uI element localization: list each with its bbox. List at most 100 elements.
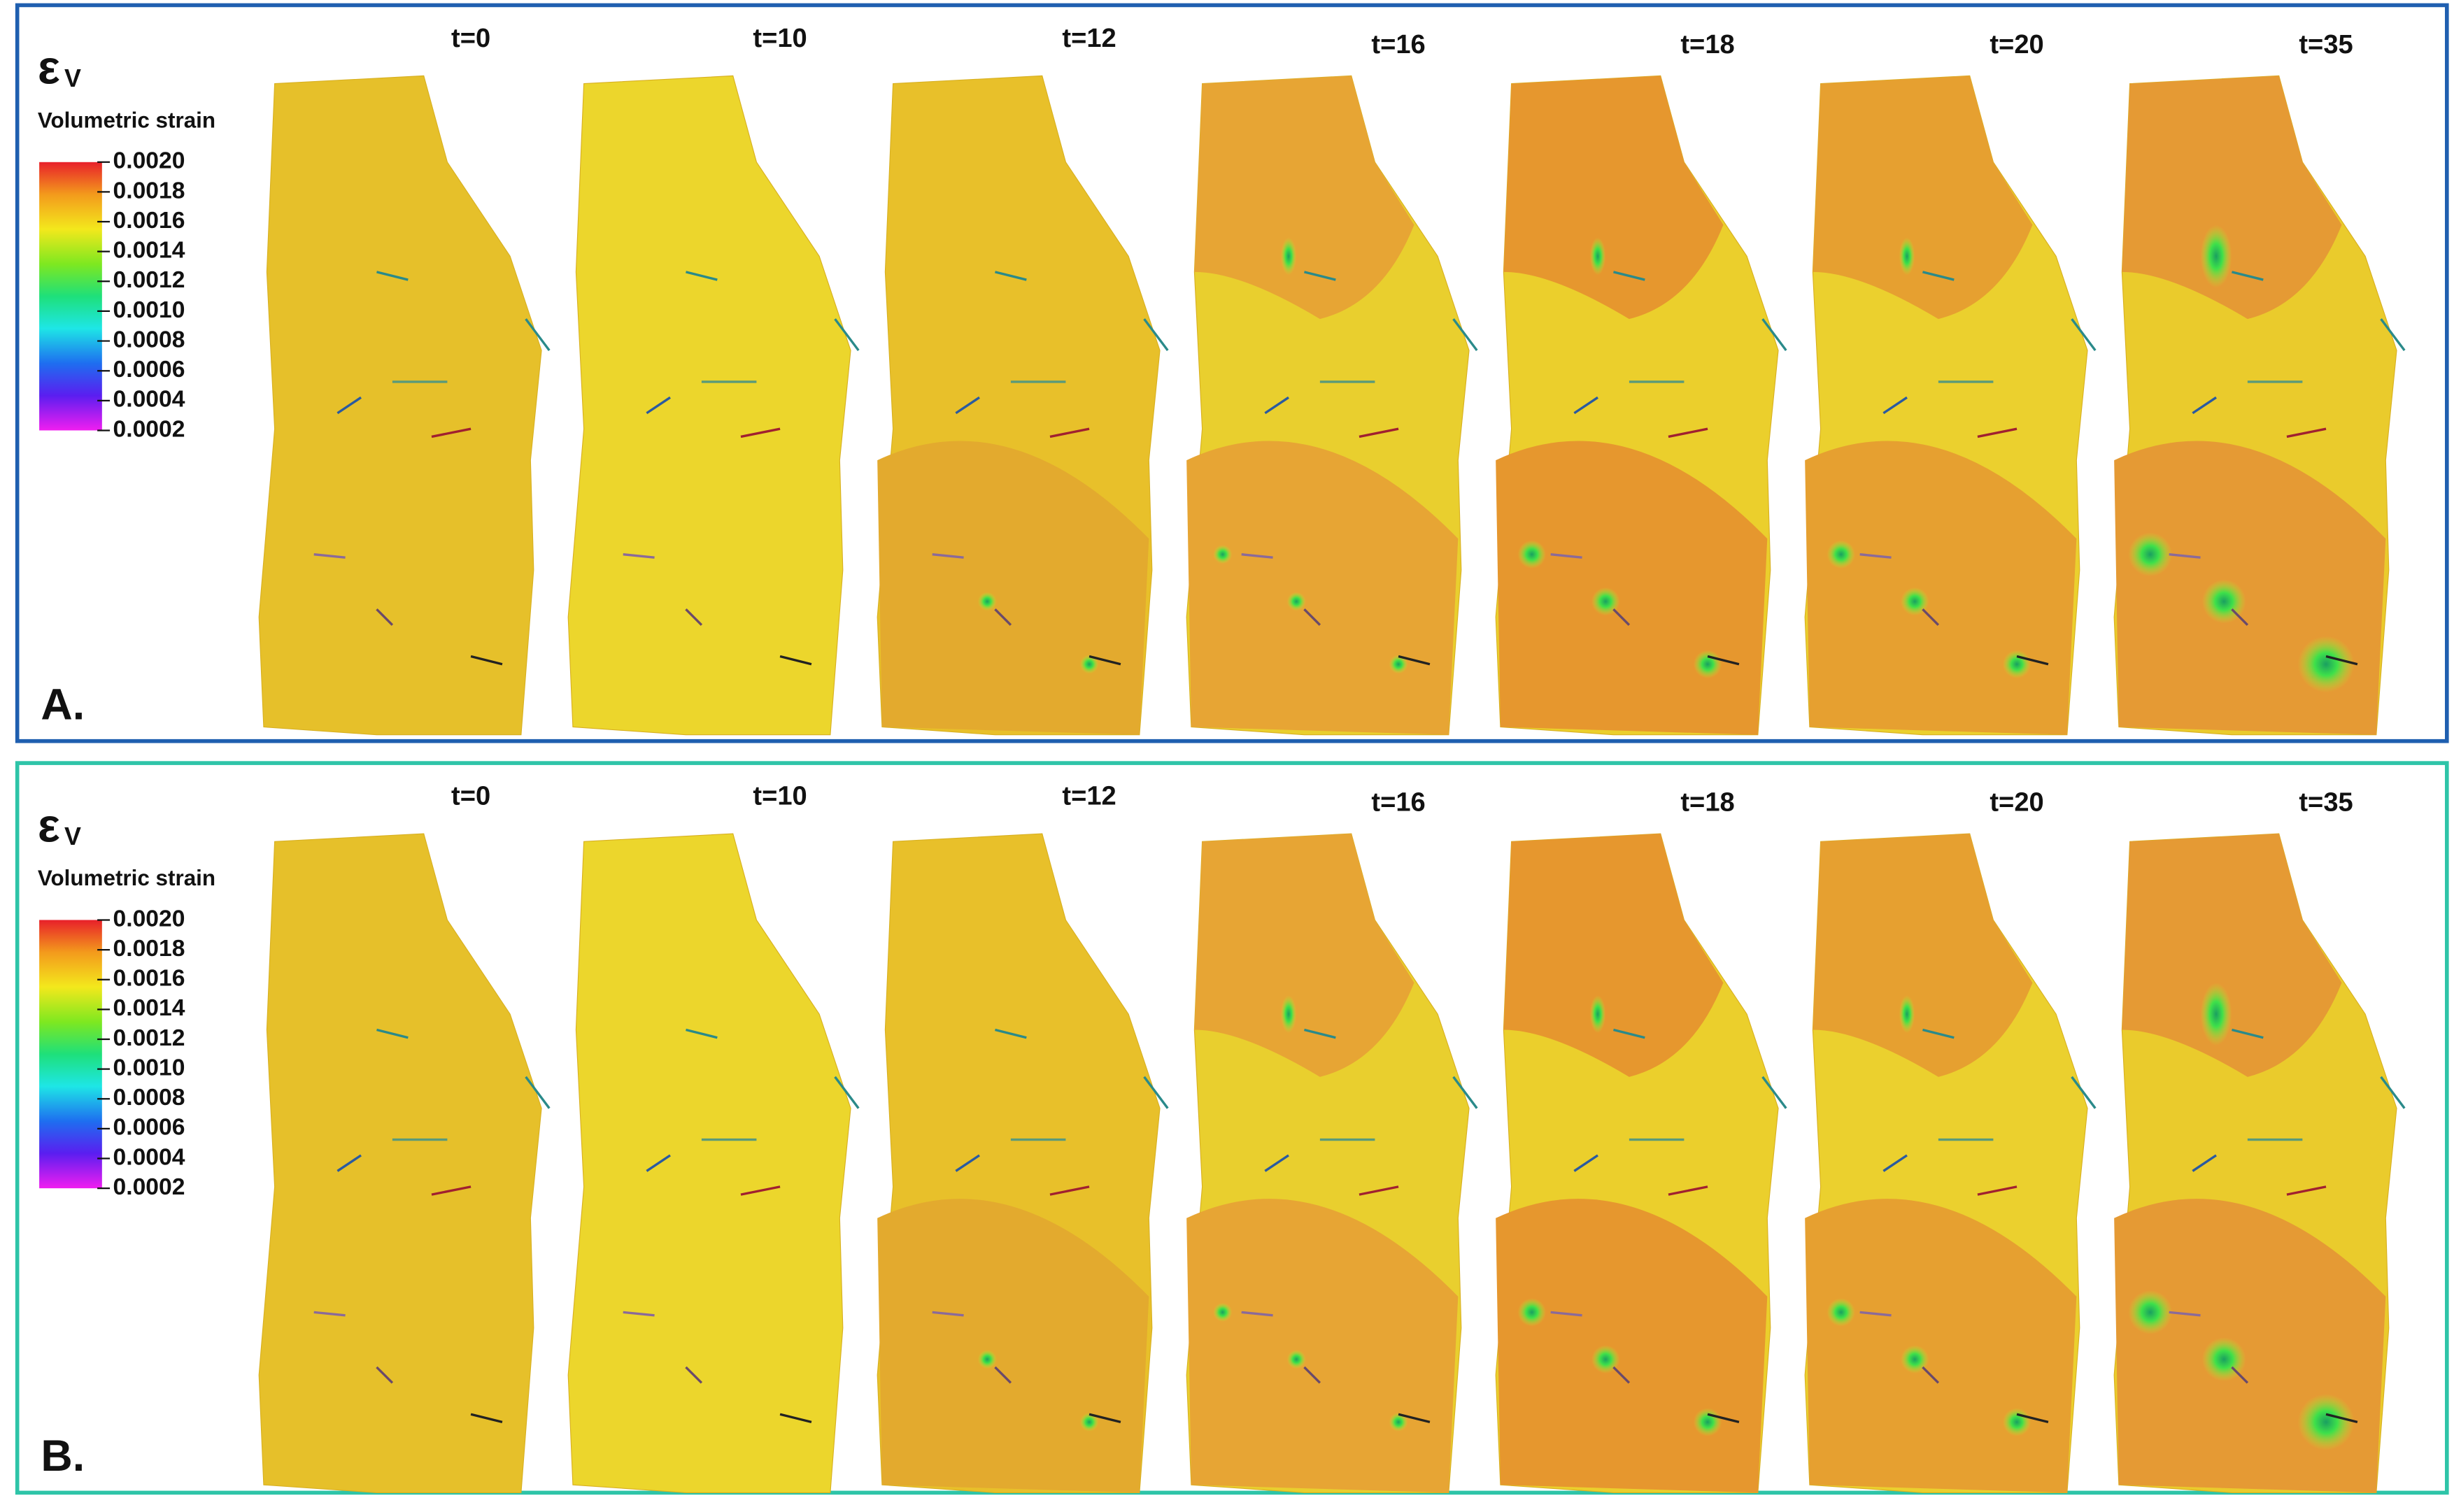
colorbar-tick-label: 0.0004 (113, 387, 185, 413)
panel-label: B. (41, 1432, 85, 1481)
hotspot (1389, 1412, 1408, 1432)
fault-trace (2286, 427, 2327, 438)
strain-region (1813, 76, 2033, 320)
fault-trace (994, 1366, 1012, 1384)
fault-trace (2231, 608, 2249, 626)
fault-trace (623, 553, 655, 559)
colorbar-tick-label: 0.0008 (113, 327, 185, 352)
colorbar-tick-label: 0.0016 (113, 966, 185, 992)
fault-trace (2192, 1154, 2217, 1172)
colorbar-tick-label: 0.0012 (113, 267, 185, 293)
hotspot (1517, 1298, 1546, 1327)
hotspot (2200, 983, 2232, 1046)
hotspot (1079, 655, 1099, 674)
hotspot (1901, 1345, 1929, 1374)
fault-trace (1761, 318, 1787, 352)
snapshot: t=16 (1186, 29, 1478, 736)
fault-trace (313, 553, 346, 559)
time-label: t=12 (1062, 23, 1116, 53)
fault-trace (1241, 1311, 1273, 1317)
strain-symbol: ε (38, 42, 60, 94)
fault-trace (376, 1028, 409, 1039)
fault-trace (646, 1154, 671, 1172)
fault-trace (431, 1185, 471, 1196)
hotspot (1517, 540, 1546, 569)
colorbar (39, 920, 102, 1189)
fault-trace (431, 427, 471, 438)
fault-trace (1049, 1185, 1090, 1196)
fault-trace (1668, 1185, 1708, 1196)
fault-trace (313, 1311, 346, 1317)
snapshot: t=0 (258, 23, 551, 736)
fault-trace (932, 553, 964, 559)
hotspot (1213, 545, 1233, 564)
legend: ε V Volumetric strain 0.0020 0.0018 0.0016 0.0… (38, 799, 215, 1200)
hotspot (1286, 592, 1306, 611)
fault-trace (1761, 1076, 1787, 1109)
fault-trace (2380, 318, 2406, 352)
colorbar-tick-label: 0.0018 (113, 178, 185, 204)
hotspot (1389, 655, 1408, 674)
fault-trace (1882, 396, 1908, 415)
snapshot: t=0 (258, 781, 551, 1493)
fault-trace (740, 427, 781, 438)
fault-trace (2231, 1366, 2249, 1384)
legend-title: Volumetric strain (38, 108, 215, 132)
time-label: t=16 (1371, 787, 1425, 818)
snapshot: t=12 (877, 781, 1169, 1493)
legend: ε V Volumetric strain 0.0020 0.0018 0.0016 0.0… (38, 42, 215, 443)
fault-trace (686, 1028, 718, 1039)
fault-trace (1303, 608, 1321, 626)
hotspot (1901, 587, 1929, 616)
fault-trace (1452, 1076, 1478, 1109)
fault-trace (1304, 1028, 1336, 1039)
fault-trace (1452, 318, 1478, 352)
hotspot (2002, 650, 2031, 678)
snapshot: t=20 (1804, 787, 2097, 1493)
time-label: t=35 (2299, 787, 2353, 818)
hotspot (1591, 1345, 1620, 1374)
fault-trace (1668, 427, 1708, 438)
snapshot: t=10 (567, 781, 860, 1493)
time-label: t=0 (451, 781, 490, 811)
colorbar-tick-label: 0.0006 (113, 1115, 185, 1141)
time-label: t=20 (1990, 787, 2043, 818)
fault-trace (994, 608, 1012, 626)
legend-title: Volumetric strain (38, 866, 215, 890)
time-label: t=16 (1371, 29, 1425, 59)
fault-trace (686, 271, 718, 281)
fault-trace (2286, 1185, 2327, 1196)
colorbar-tick-label: 0.0014 (113, 995, 185, 1021)
fault-trace (1922, 1028, 1955, 1039)
fault-trace (1088, 655, 1121, 666)
time-label: t=0 (451, 23, 490, 53)
fault-trace (1049, 427, 1090, 438)
fault-trace (740, 1185, 781, 1196)
hotspot (1286, 1350, 1306, 1369)
fault-trace (1359, 1185, 1399, 1196)
colorbar (39, 162, 102, 431)
hotspot (1827, 1298, 1855, 1327)
panel-label: A. (41, 680, 85, 729)
fault-trace (1922, 1366, 1940, 1384)
strain-region (1503, 76, 1724, 320)
fault-trace (1612, 1366, 1631, 1384)
hotspot (1589, 237, 1606, 276)
snapshot: t=20 (1804, 29, 2097, 736)
fault-trace (1241, 553, 1273, 559)
fault-trace (1922, 271, 1955, 281)
strain-symbol: ε (38, 799, 60, 852)
hotspot (1280, 237, 1297, 276)
fault-trace (2325, 655, 2358, 666)
strain-region (1194, 76, 1414, 320)
snapshot: t=18 (1495, 29, 1787, 736)
hotspot (1591, 587, 1620, 616)
colorbar-tick-label: 0.0002 (113, 1174, 185, 1200)
fault-trace (2232, 1028, 2264, 1039)
strain-region (1813, 834, 2033, 1077)
fault-trace (779, 1413, 812, 1424)
panel-frame (15, 3, 2449, 743)
fault-trace (2325, 1413, 2358, 1424)
fault-trace (2071, 318, 2097, 352)
